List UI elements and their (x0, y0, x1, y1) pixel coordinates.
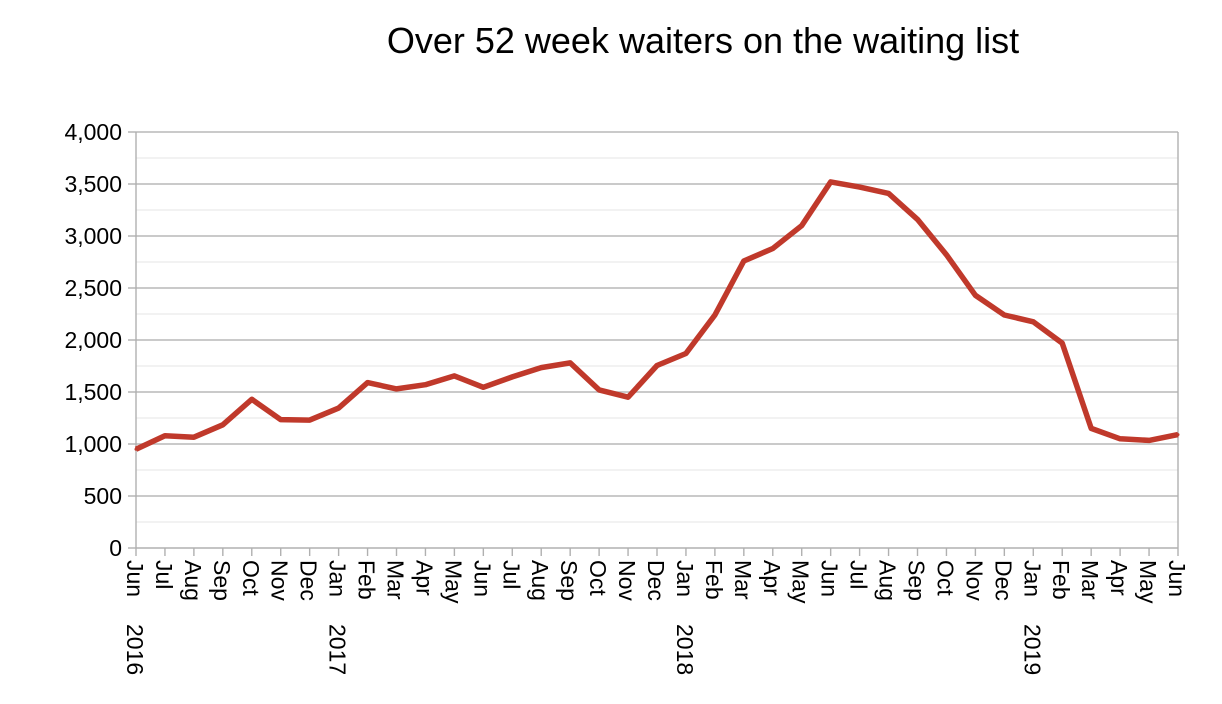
data-point (1118, 437, 1122, 441)
y-tick-label: 0 (109, 535, 122, 561)
data-point (1089, 426, 1093, 430)
label-layer: 0 500 1,000 1,500 2,000 2,500 3,000 3,500 4,000 J… (64, 119, 1190, 675)
x-tick-label: Apr (411, 560, 437, 596)
x-tick-label: May (788, 560, 814, 604)
series-layer (134, 179, 1180, 452)
x-tick-label: Mar (1077, 560, 1103, 600)
data-point (1060, 341, 1064, 345)
data-point (568, 361, 572, 365)
data-point (973, 293, 977, 297)
x-tick-label: Jun (817, 560, 843, 597)
x-tick-label: Feb (1048, 560, 1074, 600)
x-tick-label: Dec (296, 560, 322, 601)
x-tick-label: Aug (180, 560, 206, 601)
data-point (395, 387, 398, 391)
data-point (742, 259, 746, 263)
x-tick-label: Oct (238, 560, 264, 596)
x-tick-label: Dec (643, 560, 669, 601)
x-year-label: 2017 (325, 624, 351, 675)
y-tick-label: 4,000 (64, 119, 122, 145)
data-point (771, 246, 775, 250)
data-point (684, 352, 688, 356)
data-point (916, 217, 919, 221)
x-tick-label: Aug (527, 560, 553, 601)
series-line (134, 179, 1179, 452)
x-tick-label: Nov (614, 560, 640, 601)
x-tick-label: Jun (1164, 560, 1190, 597)
x-tick-label: Jan (325, 560, 351, 597)
data-point (655, 363, 659, 367)
data-point (800, 224, 804, 228)
data-point (944, 253, 948, 257)
y-tick-label: 3,000 (64, 223, 122, 249)
data-point (829, 180, 833, 184)
x-year-label: 2016 (122, 624, 148, 675)
y-tick-label: 1,500 (64, 379, 122, 405)
x-tick-label: Jul (846, 560, 872, 589)
y-tick-label: 3,500 (64, 171, 122, 197)
x-tick-label: Feb (701, 560, 727, 600)
data-point (1147, 438, 1151, 442)
x-year-label: 2019 (1019, 624, 1045, 675)
data-point (858, 185, 862, 189)
x-tick-label: Jun (469, 560, 495, 597)
chart-title: Over 52 week waiters on the waiting list (386, 20, 1020, 61)
data-point (597, 388, 601, 392)
x-tick-label: Apr (1106, 560, 1132, 596)
x-tick-label: May (1135, 560, 1161, 604)
data-point (221, 423, 225, 427)
data-point (134, 447, 138, 451)
data-point (510, 375, 514, 379)
x-tick-label: Mar (730, 560, 756, 600)
data-point (423, 383, 427, 387)
data-point (1176, 433, 1180, 437)
data-point (1031, 320, 1035, 324)
axis-layer (128, 131, 1179, 556)
x-tick-label: Jul (498, 560, 524, 589)
data-point (887, 191, 891, 195)
data-point (539, 366, 543, 370)
grid-layer (136, 131, 1178, 523)
x-tick-label: Aug (875, 560, 901, 601)
data-point (366, 381, 370, 385)
data-point (279, 418, 283, 422)
data-point (250, 397, 254, 401)
x-tick-label: Nov (267, 560, 293, 601)
x-tick-label: Sep (209, 560, 235, 601)
y-tick-label: 2,000 (64, 327, 122, 353)
x-tick-label: Sep (904, 560, 930, 601)
x-tick-label: Dec (990, 560, 1016, 601)
x-tick-label: Feb (354, 560, 380, 600)
data-point (713, 313, 717, 317)
x-year-label: 2018 (672, 624, 698, 675)
x-tick-label: Jan (1019, 560, 1045, 597)
y-tick-label: 1,000 (64, 431, 122, 457)
x-tick-label: Mar (383, 560, 409, 600)
data-point (192, 435, 196, 439)
data-point (308, 418, 312, 422)
data-point (452, 374, 456, 378)
x-tick-label: May (440, 560, 466, 604)
x-tick-label: Nov (961, 560, 987, 601)
x-tick-label: Apr (759, 560, 785, 596)
data-point (481, 385, 485, 389)
data-point (163, 434, 167, 438)
x-tick-label: Jun (122, 560, 148, 597)
data-point (1002, 313, 1006, 317)
x-tick-label: Jul (151, 560, 177, 589)
x-tick-label: Sep (556, 560, 582, 601)
x-tick-label: Oct (585, 560, 611, 596)
x-tick-label: Oct (932, 560, 958, 596)
data-point (337, 406, 341, 410)
y-tick-label: 500 (84, 483, 122, 509)
data-point (626, 395, 630, 399)
y-tick-label: 2,500 (64, 275, 122, 301)
x-tick-label: Jan (672, 560, 698, 597)
